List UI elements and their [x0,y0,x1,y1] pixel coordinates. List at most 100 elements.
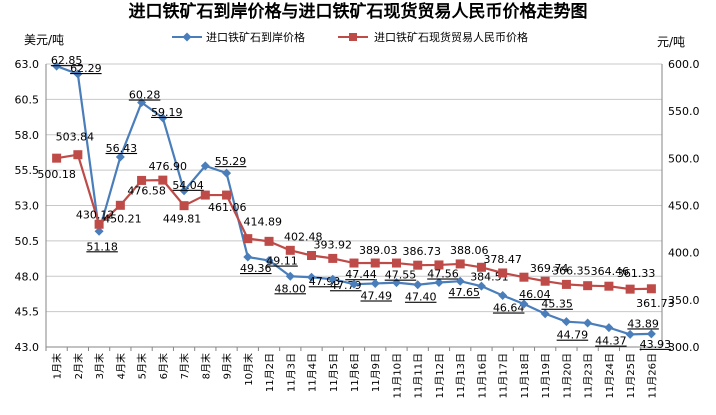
y-right-tick-label: 400.0 [668,247,700,260]
data-point [455,276,465,286]
y-right-tick-label: 600.0 [668,58,700,71]
legend: 进口铁矿石到岸价格 进口铁矿石现货贸易人民币价格 [172,30,528,44]
data-point [222,190,232,200]
data-point [243,234,253,244]
data-label: 56.43 [106,142,138,155]
x-tick-label: 11月23日 [583,353,595,398]
x-tick-label: 11月4日 [307,353,319,392]
data-label: 47.65 [448,286,480,299]
data-point [200,190,210,200]
data-point [73,150,83,160]
x-tick-label: 11月19日 [540,353,552,398]
data-point [285,271,295,281]
data-point [328,274,338,284]
x-tick-label: 5月末 [136,353,149,379]
data-point [413,260,423,270]
data-point [561,279,571,289]
data-label: 46.04 [519,288,551,301]
x-tick-label: 11月12日 [434,353,446,398]
x-tick-label: 11月10日 [391,353,403,398]
x-tick-label: 11月2日 [264,353,276,392]
data-label: 364.46 [591,265,630,278]
data-label: 60.28 [129,88,161,101]
x-tick-label: 7月末 [178,353,191,379]
data-point [646,284,656,294]
data-point [115,200,125,210]
x-tick-label: 9月末 [221,353,234,379]
x-tick-label: 6月末 [157,353,170,379]
data-point [137,175,147,185]
y-left-tick-label: 53.0 [15,200,40,213]
data-point [476,262,486,272]
data-label: 414.89 [244,216,283,229]
right-axis-unit: 元/吨 [657,35,685,49]
x-tick-label: 8月末 [199,353,212,379]
x-tick-label: 10月末 [242,353,255,386]
data-point [264,256,274,266]
data-point [434,277,444,287]
data-label: 47.56 [427,267,459,280]
data-point [73,69,83,79]
data-label: 450.21 [103,212,142,225]
x-tick-label: 11月13日 [455,353,467,398]
data-point [137,97,147,107]
data-point [455,259,465,269]
data-point [115,152,125,162]
y-right-tick-label: 500.0 [668,152,700,165]
data-label: 449.81 [163,213,202,226]
data-label: 44.79 [557,329,589,342]
data-point [307,250,317,260]
legend-label-1: 进口铁矿石到岸价格 [206,30,305,44]
data-label: 369.74 [530,262,569,275]
data-label: 44.37 [595,335,627,348]
data-point [519,299,529,309]
data-label: 476.58 [127,184,166,197]
data-point [625,284,635,294]
data-label: 47.55 [385,269,417,282]
data-label: 47.40 [405,291,437,304]
data-label: 500.18 [37,168,76,181]
data-label: 62.85 [51,54,83,67]
data-label: 361.33 [617,267,656,280]
x-tick-label: 11月26日 [646,353,658,398]
data-label: 393.92 [314,238,353,251]
x-tick-label: 11月25日 [625,353,637,398]
data-point [94,219,104,229]
legend-label-2: 进口铁矿石现货贸易人民币价格 [374,30,528,44]
data-point [583,318,593,328]
data-label: 386.73 [402,245,441,258]
data-label: 366.35 [552,264,591,277]
data-point [391,278,401,288]
data-point [561,317,571,327]
data-point [349,258,359,268]
data-label: 361.73 [636,297,675,310]
y-right-tick-label: 350.0 [668,294,700,307]
data-point [625,329,635,339]
y-left-tick-label: 55.5 [15,164,40,177]
data-label: 402.48 [284,230,323,243]
x-tick-label: 4月末 [114,353,127,379]
legend-marker-2 [349,33,357,41]
legend-marker-1 [182,32,192,42]
x-tick-label: 1月末 [51,353,64,379]
x-tick-label: 11月9日 [370,353,382,392]
data-label: 461.06 [208,201,247,214]
data-label: 54.04 [172,179,204,192]
x-tick-label: 3月末 [93,353,106,379]
data-label: 46.64 [493,301,525,314]
data-label: 389.03 [359,244,398,257]
data-label: 43.89 [627,317,659,330]
x-tick-label: 2月末 [72,353,85,379]
data-point [370,278,380,288]
data-point [222,168,232,178]
y-left-tick-label: 60.5 [15,93,40,106]
data-label: 51.18 [86,240,118,253]
data-label: 59.19 [151,106,183,119]
data-label: 55.29 [215,155,247,168]
left-axis-unit: 美元/吨 [24,33,64,47]
y-right-tick-label: 300.0 [668,341,700,354]
data-point [328,253,338,263]
data-point [540,276,550,286]
y-right-tick-label: 550.0 [668,105,700,118]
